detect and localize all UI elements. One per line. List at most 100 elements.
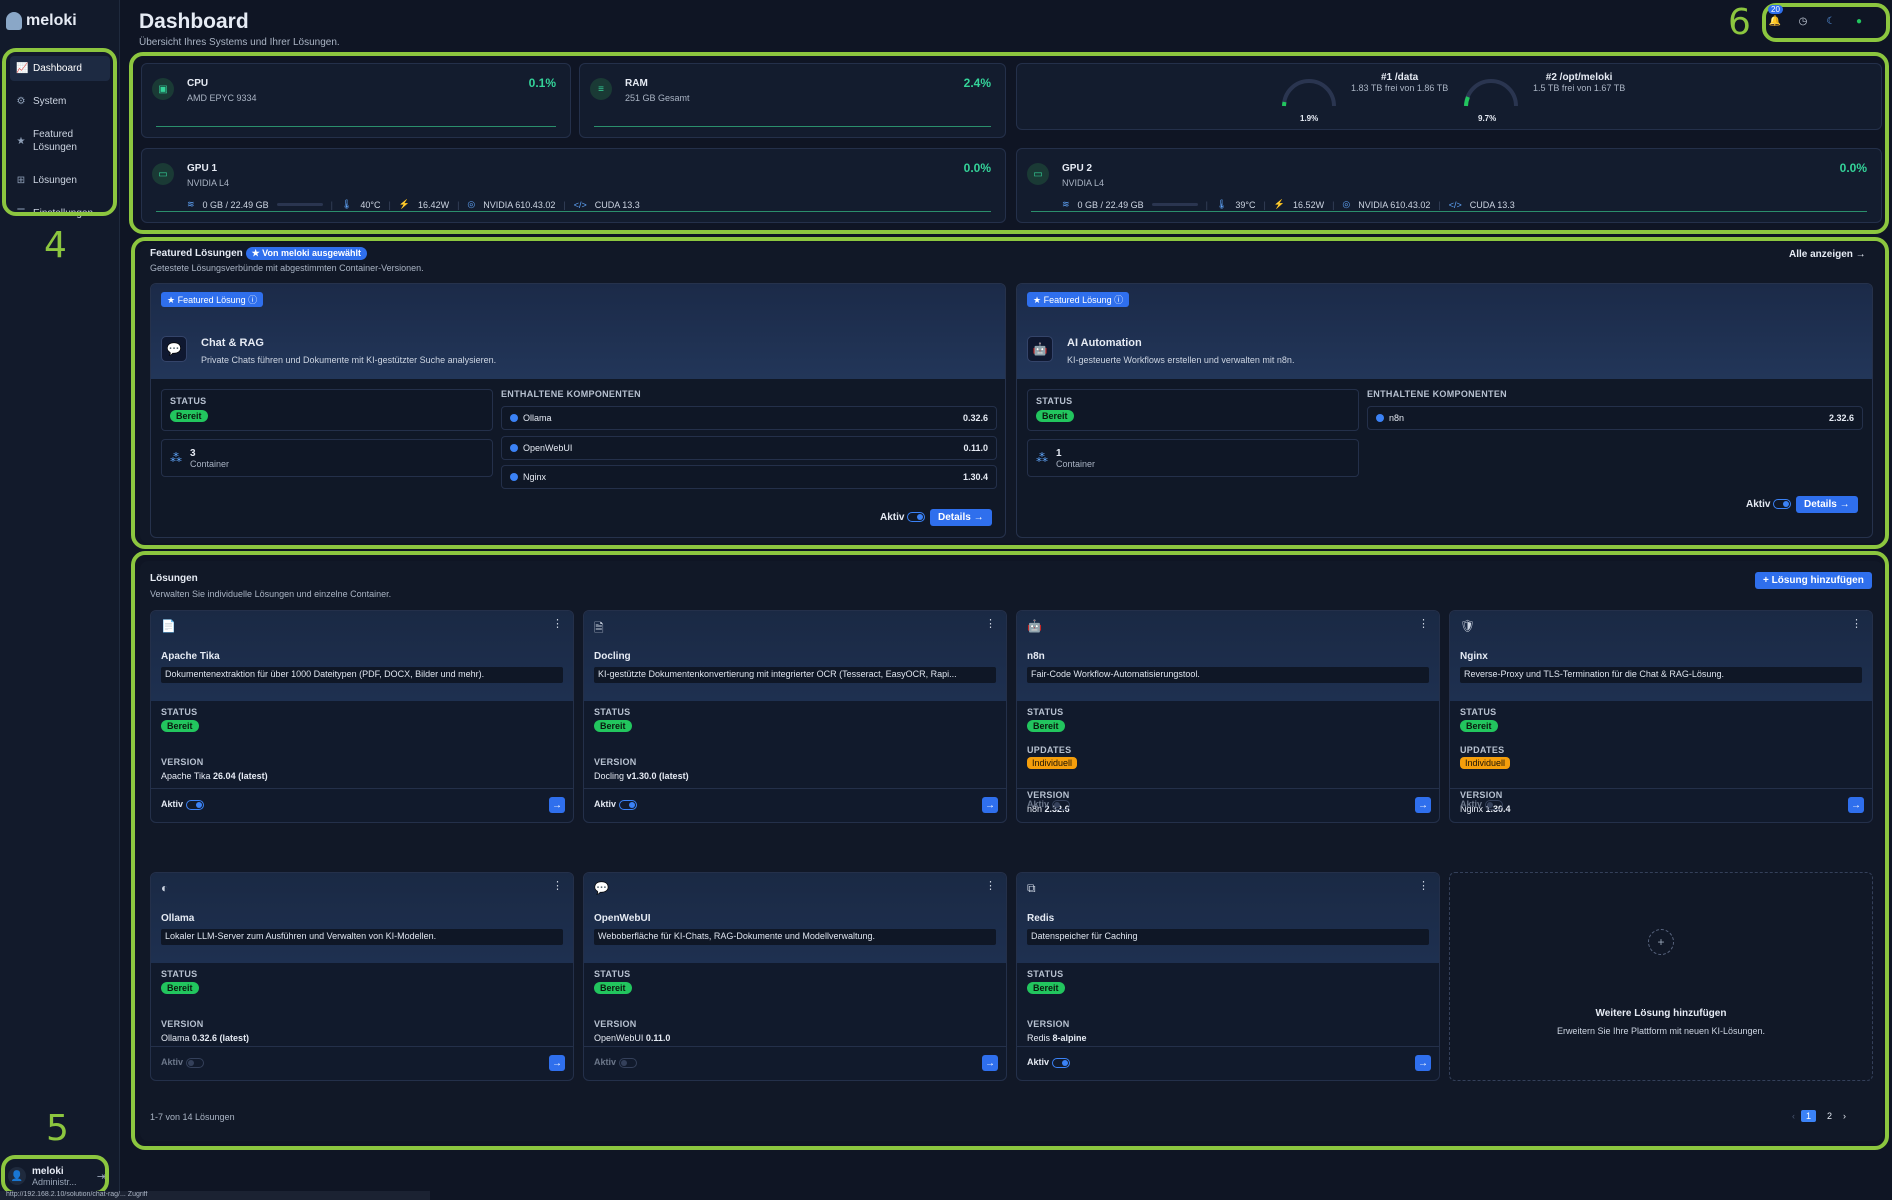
solution-card-openwebui[interactable]: 💬 ⋮ OpenWebUI Weboberfläche für KI-Chats, R… bbox=[583, 872, 1007, 1081]
status-badge: Bereit bbox=[594, 982, 632, 994]
details-button[interactable]: Details → bbox=[930, 509, 992, 526]
aktiv-toggle[interactable] bbox=[618, 799, 637, 810]
sidebar-item-dashboard[interactable]: 📈 Dashboard bbox=[10, 56, 110, 81]
ram-usage-line bbox=[594, 126, 991, 127]
chevron-left-icon[interactable]: ‹ bbox=[1792, 1111, 1795, 1121]
open-solution-arrow-icon[interactable]: → bbox=[1415, 1055, 1431, 1071]
open-solution-arrow-icon[interactable]: → bbox=[549, 1055, 565, 1071]
solution-card-ollama[interactable]: ◐ ⋮ Ollama Lokaler LLM-Server zum Ausführen… bbox=[150, 872, 574, 1081]
add-solution-card[interactable]: + Weitere Lösung hinzufügen Erweitern Si… bbox=[1449, 872, 1873, 1081]
featured-card-chat-rag[interactable]: ★ Featured Lösung ⓘ 💬 Chat & RAG Private… bbox=[150, 283, 1006, 538]
disk-1: #1 /data 1.83 TB frei von 1.86 TB bbox=[1279, 72, 1448, 108]
more-vertical-icon[interactable]: ⋮ bbox=[985, 880, 996, 892]
aktiv-toggle[interactable] bbox=[1773, 499, 1792, 510]
moon-icon: ☾ bbox=[1826, 15, 1836, 27]
aktiv-toggle[interactable] bbox=[618, 1057, 637, 1068]
aktiv-toggle[interactable] bbox=[185, 1057, 204, 1068]
separator: | bbox=[330, 199, 333, 210]
aktiv-toggle[interactable] bbox=[907, 512, 926, 523]
solution-card-redis[interactable]: ⧉ ⋮ Redis Datenspeicher für Caching STATUS Be… bbox=[1016, 872, 1440, 1081]
open-solution-arrow-icon[interactable]: → bbox=[982, 797, 998, 813]
aktiv-label: Aktiv bbox=[594, 799, 617, 809]
brain-icon: ◐ bbox=[161, 881, 169, 895]
aktiv-toggle-group: Aktiv bbox=[1746, 499, 1792, 510]
component-name: n8n bbox=[1389, 413, 1405, 423]
container-box: ⁂ 3 Container bbox=[161, 439, 493, 477]
gpu-2-usage-line bbox=[1031, 211, 1867, 212]
more-vertical-icon[interactable]: ⋮ bbox=[552, 618, 563, 630]
show-all-link[interactable]: Alle anzeigen → bbox=[1789, 249, 1866, 260]
aktiv-label: Aktiv bbox=[880, 512, 905, 523]
user-name: meloki bbox=[32, 1165, 64, 1177]
sidebar-item-system[interactable]: ⚙ System bbox=[10, 89, 110, 114]
brand-logo[interactable]: meloki bbox=[0, 0, 119, 42]
sidebar-item-featured[interactable]: ★ Featured Lösungen bbox=[10, 122, 110, 160]
notifications-button[interactable]: 20 🔔 bbox=[1766, 5, 1784, 30]
solution-card-nginx[interactable]: 🛡 ⋮ Nginx Reverse-Proxy und TLS-Termination… bbox=[1449, 610, 1873, 823]
solution-name: OpenWebUI bbox=[594, 913, 651, 924]
version-prefix: Ollama bbox=[161, 1033, 190, 1043]
sidebar-item-label: Lösungen bbox=[33, 175, 77, 186]
status-box: STATUS Bereit bbox=[161, 389, 493, 431]
featured-card-ai-automation[interactable]: ★ Featured Lösung ⓘ 🤖 AI Automation KI-g… bbox=[1016, 283, 1873, 538]
version-label: VERSION bbox=[161, 1019, 204, 1029]
aktiv-toggle[interactable] bbox=[1484, 799, 1503, 810]
updates-label: UPDATES bbox=[1460, 745, 1505, 755]
open-solution-arrow-icon[interactable]: → bbox=[1848, 797, 1864, 813]
add-solution-button[interactable]: + Lösung hinzufügen bbox=[1755, 572, 1872, 589]
more-vertical-icon[interactable]: ⋮ bbox=[1851, 618, 1862, 630]
solution-card-n8n[interactable]: 🤖 ⋮ n8n Fair-Code Workflow-Automatisierungs… bbox=[1016, 610, 1440, 823]
gpu-1-title: GPU 1 bbox=[187, 163, 218, 174]
solution-description: Reverse-Proxy und TLS-Termination für di… bbox=[1460, 667, 1862, 683]
featured-card-description: KI-gesteuerte Workflows erstellen und ve… bbox=[1067, 355, 1295, 365]
details-button[interactable]: Details → bbox=[1796, 496, 1858, 513]
component-openwebui: OpenWebUI 0.11.0 bbox=[501, 436, 997, 460]
components-label: ENTHALTENE KOMPONENTEN bbox=[1367, 389, 1507, 399]
version-number: v1.30.0 (latest) bbox=[626, 771, 689, 781]
open-solution-arrow-icon[interactable]: → bbox=[982, 1055, 998, 1071]
robot-icon: 🤖 bbox=[1027, 336, 1053, 362]
container-count: 3 bbox=[190, 447, 196, 459]
more-vertical-icon[interactable]: ⋮ bbox=[1418, 618, 1429, 630]
aktiv-toggle[interactable] bbox=[1051, 1057, 1070, 1068]
aktiv-toggle[interactable] bbox=[1051, 799, 1070, 810]
more-vertical-icon[interactable]: ⋮ bbox=[985, 618, 996, 630]
component-icon bbox=[510, 473, 518, 481]
version-prefix: Nginx bbox=[1460, 804, 1484, 814]
theme-toggle-button[interactable]: ☾ bbox=[1822, 12, 1840, 30]
aktiv-toggle-group: Aktiv bbox=[161, 799, 204, 810]
gpu-2-temp: 39°C bbox=[1235, 199, 1256, 210]
solution-name: Redis bbox=[1027, 913, 1055, 924]
sidebar-item-einstellungen[interactable]: ☰ Einstellungen bbox=[10, 201, 110, 226]
chevron-right-icon[interactable]: › bbox=[1843, 1111, 1847, 1121]
status-label: STATUS bbox=[1036, 396, 1073, 406]
solution-card-apache-tika[interactable]: 📄 ⋮ Apache Tika Dokumentenextraktion für üb… bbox=[150, 610, 574, 823]
logout-icon[interactable]: ⇥ bbox=[96, 1170, 106, 1183]
ram-card: ≡ RAM 251 GB Gesamt 2.4% bbox=[579, 63, 1006, 138]
sidebar-item-loesungen[interactable]: ⊞ Lösungen bbox=[10, 168, 110, 193]
aktiv-toggle[interactable] bbox=[185, 799, 204, 810]
solution-card-header bbox=[151, 873, 573, 963]
user-menu[interactable]: 👤 meloki Administr... ⇥ bbox=[4, 1160, 110, 1192]
version-label: VERSION bbox=[1027, 790, 1070, 800]
solution-name: Docling bbox=[594, 651, 631, 662]
more-vertical-icon[interactable]: ⋮ bbox=[552, 880, 563, 892]
open-solution-arrow-icon[interactable]: → bbox=[549, 797, 565, 813]
gpu-1-card: ▭ GPU 1 NVIDIA L4 0.0% ≋ 0 GB / 22.49 GB |… bbox=[141, 148, 1006, 223]
page-2-button[interactable]: 2 bbox=[1827, 1111, 1833, 1121]
open-solution-arrow-icon[interactable]: → bbox=[1415, 797, 1431, 813]
chip-icon: ◎ bbox=[467, 199, 476, 209]
featured-card-description: Private Chats führen und Dokumente mit K… bbox=[201, 355, 497, 365]
clock-button[interactable]: ◷ bbox=[1794, 12, 1812, 30]
page-1-button[interactable]: 1 bbox=[1801, 1110, 1817, 1122]
bell-icon: 🔔 bbox=[1768, 15, 1782, 27]
more-vertical-icon[interactable]: ⋮ bbox=[1418, 880, 1429, 892]
version-label: VERSION bbox=[594, 1019, 637, 1029]
solutions-count: 1-7 von 14 Lösungen bbox=[150, 1112, 235, 1122]
featured-tag: ★ Featured Lösung ⓘ bbox=[161, 292, 264, 307]
featured-card-header bbox=[151, 284, 1005, 379]
system-status-button[interactable]: ● bbox=[1850, 12, 1868, 30]
version-value: Ollama 0.32.6 (latest) bbox=[161, 1033, 249, 1043]
solution-card-docling[interactable]: 🗎 ⋮ Docling KI-gestützte Dokumentenkonverti… bbox=[583, 610, 1007, 823]
component-version: 1.30.4 bbox=[962, 472, 988, 482]
